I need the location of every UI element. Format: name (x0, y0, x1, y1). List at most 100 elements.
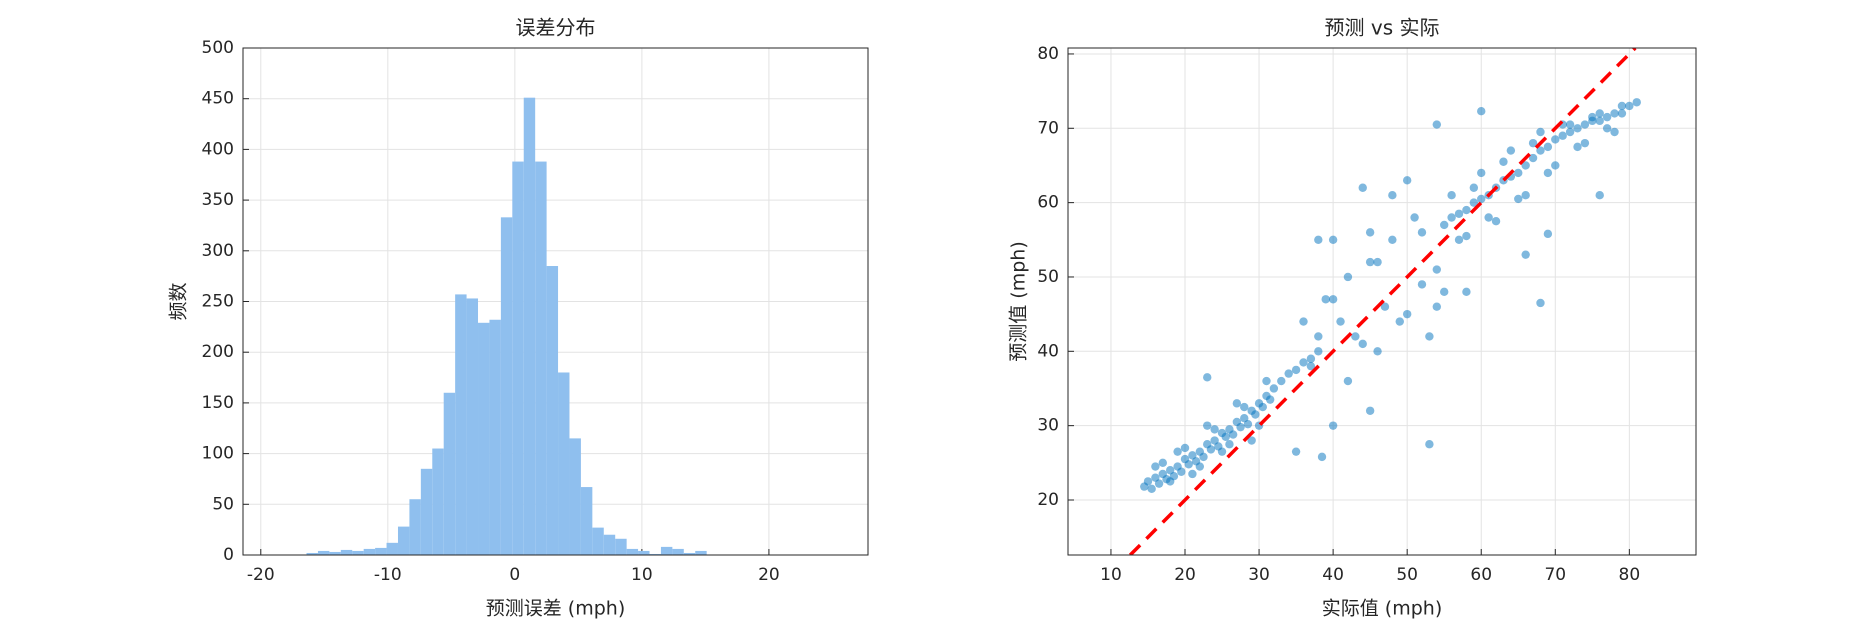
y-tick-label: 50 (1037, 267, 1059, 287)
point (1262, 376, 1271, 386)
point (1365, 257, 1375, 267)
point (1243, 419, 1253, 429)
x-tick-label: 0 (509, 565, 520, 585)
point (1317, 452, 1327, 462)
point (1299, 317, 1308, 326)
bar (512, 161, 524, 555)
bar (397, 526, 410, 555)
point (1306, 361, 1316, 371)
point (1395, 317, 1404, 326)
point (1625, 101, 1634, 111)
point (1565, 127, 1575, 137)
point (1328, 421, 1338, 430)
axes-box (1067, 47, 1697, 556)
point (1595, 190, 1604, 200)
point (1343, 272, 1353, 282)
bar (329, 551, 341, 555)
point (1447, 190, 1456, 200)
bar (443, 392, 456, 555)
bar (683, 552, 696, 555)
point (1454, 209, 1464, 218)
point (1365, 228, 1375, 237)
point (1373, 347, 1382, 356)
bar (558, 372, 570, 555)
point (1499, 157, 1508, 166)
point (1617, 109, 1627, 118)
point (1536, 298, 1545, 308)
point (1477, 194, 1486, 204)
point (1221, 432, 1230, 441)
point (1469, 183, 1479, 192)
x-tick-label: 70 (1544, 565, 1566, 585)
bar (592, 527, 604, 555)
point (1402, 176, 1412, 185)
y-axis-label: 频数 (168, 282, 190, 320)
x-tick-label: 50 (1396, 565, 1418, 585)
point (1358, 339, 1367, 349)
point (1484, 213, 1493, 222)
bar (340, 549, 353, 555)
bar (615, 538, 627, 555)
y-tick-label: 0 (223, 545, 234, 565)
bar (523, 97, 536, 555)
point (1417, 280, 1427, 289)
y-tick-label: 150 (202, 393, 234, 413)
point (1558, 131, 1567, 140)
point (1158, 458, 1167, 468)
y-tick-label: 40 (1037, 341, 1059, 361)
x-tick-label: -20 (247, 565, 275, 585)
point (1251, 410, 1260, 419)
point (1551, 161, 1560, 170)
point (1277, 376, 1286, 386)
identity-line (1128, 48, 1637, 555)
bar (660, 546, 673, 555)
point (1177, 467, 1186, 476)
bar (386, 542, 398, 555)
x-tick-label: 10 (1100, 565, 1122, 585)
point (1188, 469, 1197, 479)
bar (478, 322, 490, 555)
point (1165, 477, 1175, 486)
point (1417, 228, 1427, 237)
point (1306, 354, 1316, 363)
bar (672, 548, 684, 555)
point (1402, 309, 1412, 319)
point (1580, 120, 1590, 129)
x-tick-label: 10 (631, 565, 653, 585)
point (1154, 479, 1164, 488)
plot-area (306, 97, 707, 555)
point (1588, 112, 1597, 122)
point (1595, 109, 1604, 118)
bar (306, 552, 318, 555)
point (1543, 142, 1553, 152)
x-tick-label: 60 (1470, 565, 1492, 585)
bar (546, 266, 559, 555)
point (1380, 302, 1390, 311)
point (1203, 421, 1212, 430)
point (1184, 460, 1193, 469)
y-tick-label: 20 (1037, 490, 1059, 510)
point (1180, 443, 1190, 453)
point (1573, 142, 1582, 152)
y-tick-label: 100 (202, 444, 234, 464)
bar (638, 550, 650, 555)
bar (420, 468, 433, 555)
y-tick-label: 30 (1037, 416, 1059, 436)
point (1432, 120, 1442, 129)
point (1440, 220, 1449, 230)
point (1514, 194, 1523, 204)
bar (466, 298, 479, 555)
chart-title: 预测 vs 实际 (1325, 16, 1440, 40)
y-tick-label: 450 (202, 89, 234, 109)
bar (375, 547, 387, 555)
x-tick-label: 20 (1174, 565, 1196, 585)
point (1388, 190, 1397, 200)
bar (363, 548, 376, 555)
bar (695, 550, 707, 555)
point (1491, 217, 1501, 226)
point (1343, 376, 1353, 386)
point (1617, 101, 1627, 111)
point (1206, 445, 1216, 454)
point (1595, 116, 1604, 126)
